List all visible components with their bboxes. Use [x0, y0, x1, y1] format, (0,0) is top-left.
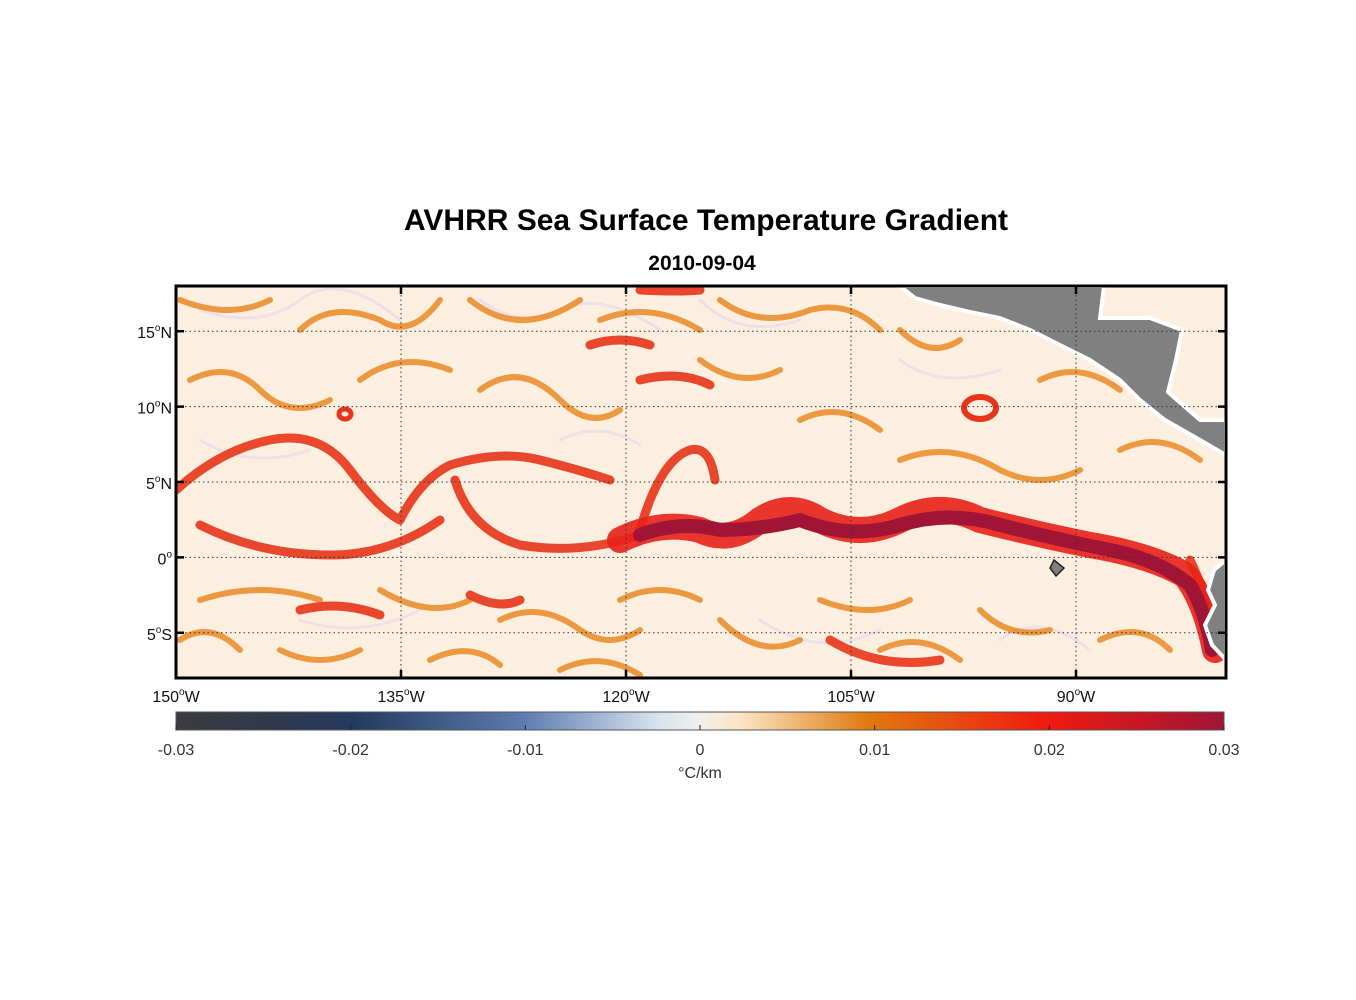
land-south-america — [1202, 557, 1226, 663]
colorbar-units: °C/km — [678, 765, 722, 782]
lon-tick-label: 135oW — [377, 687, 425, 706]
colorbar-tick-label: -0.01 — [507, 742, 544, 759]
weak-gradient-texture — [198, 287, 1092, 652]
small-eddy-front — [336, 406, 354, 422]
axis-labels: 150oW 135oW 120oW 105oW 90oW 15oN 10oN 5oN 0o 5oS — [137, 323, 1096, 706]
colorbar-tick-label: 0 — [696, 742, 705, 759]
axis-ticks — [174, 286, 1226, 678]
chart-title: AVHRR Sea Surface Temperature Gradient — [403, 204, 1009, 237]
land-galapagos — [1049, 558, 1066, 578]
lat-tick-label: 0o — [158, 549, 173, 568]
colorbar-tick-label: 0.03 — [1208, 742, 1239, 759]
strong-gradient-fronts — [176, 286, 1220, 667]
lat-tick-label: 5oS — [147, 625, 172, 644]
equatorial-front-core — [633, 510, 1219, 657]
lon-tick-label: 120oW — [602, 687, 650, 706]
colorbar-tick-label: -0.02 — [332, 742, 369, 759]
lat-tick-label: 15oN — [137, 323, 172, 342]
colorbar-tick-label: -0.03 — [158, 742, 195, 759]
colorbar-tick-labels: -0.03 -0.02 -0.01 0 0.01 0.02 0.03 — [158, 742, 1240, 759]
lat-tick-label: 5oN — [146, 474, 172, 493]
lon-tick-label: 105oW — [827, 687, 875, 706]
colorbar-ticks — [175, 725, 1225, 730]
land-central-america — [896, 286, 1226, 458]
colorbar-tick-label: 0.02 — [1034, 742, 1065, 759]
moderate-gradient-fronts — [177, 297, 1203, 678]
colorbar-tick-label: 0.01 — [859, 742, 890, 759]
eddy-front — [961, 394, 999, 422]
lon-tick-label: 90oW — [1057, 687, 1096, 706]
lat-tick-label: 10oN — [137, 399, 172, 418]
chart-subtitle: 2010-09-04 — [648, 252, 756, 275]
lon-tick-label: 150oW — [152, 687, 200, 706]
gradient-field — [176, 286, 1226, 678]
